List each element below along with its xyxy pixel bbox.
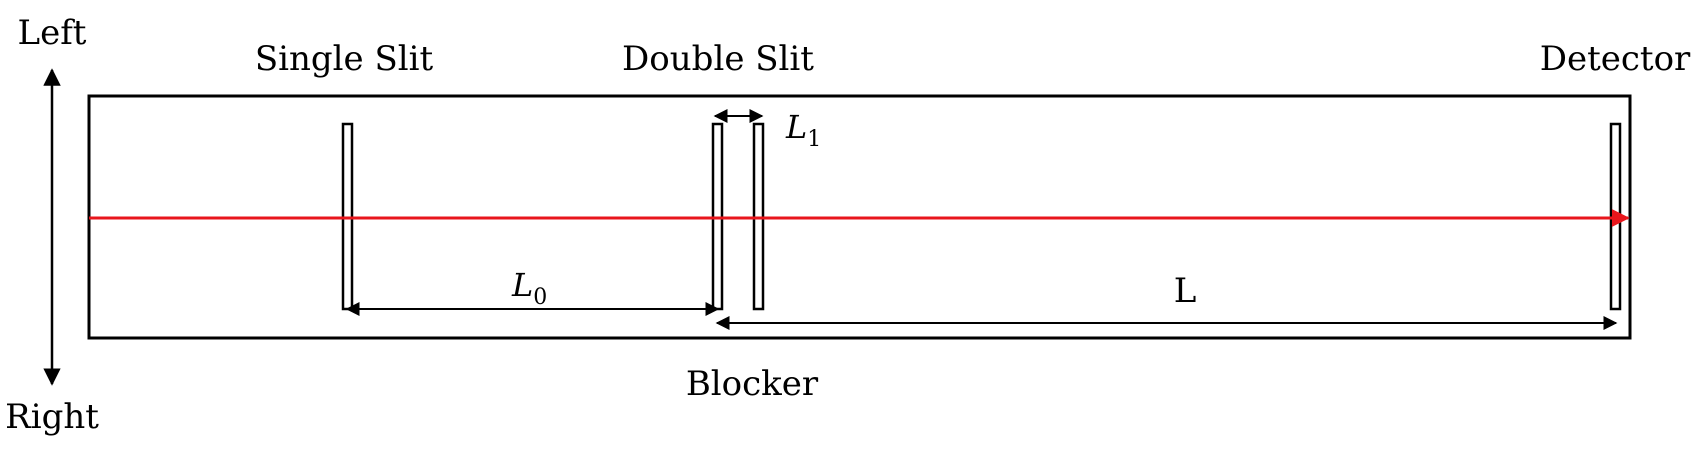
- l1-symbol: L: [785, 108, 807, 146]
- l-dimension-label: L: [1174, 271, 1197, 311]
- right-label: Right: [5, 397, 99, 437]
- l1-subscript: 1: [807, 127, 821, 152]
- l0-symbol: L: [511, 266, 533, 304]
- detector-label: Detector: [1540, 39, 1691, 79]
- double-slit-label: Double Slit: [622, 39, 814, 79]
- l1-dimension-label: L1: [785, 108, 821, 152]
- left-label: Left: [18, 13, 87, 53]
- single-slit-label: Single Slit: [255, 39, 434, 79]
- l0-dimension-label: L0: [511, 266, 547, 310]
- l0-subscript: 0: [533, 285, 547, 310]
- blocker-label: Blocker: [686, 364, 819, 404]
